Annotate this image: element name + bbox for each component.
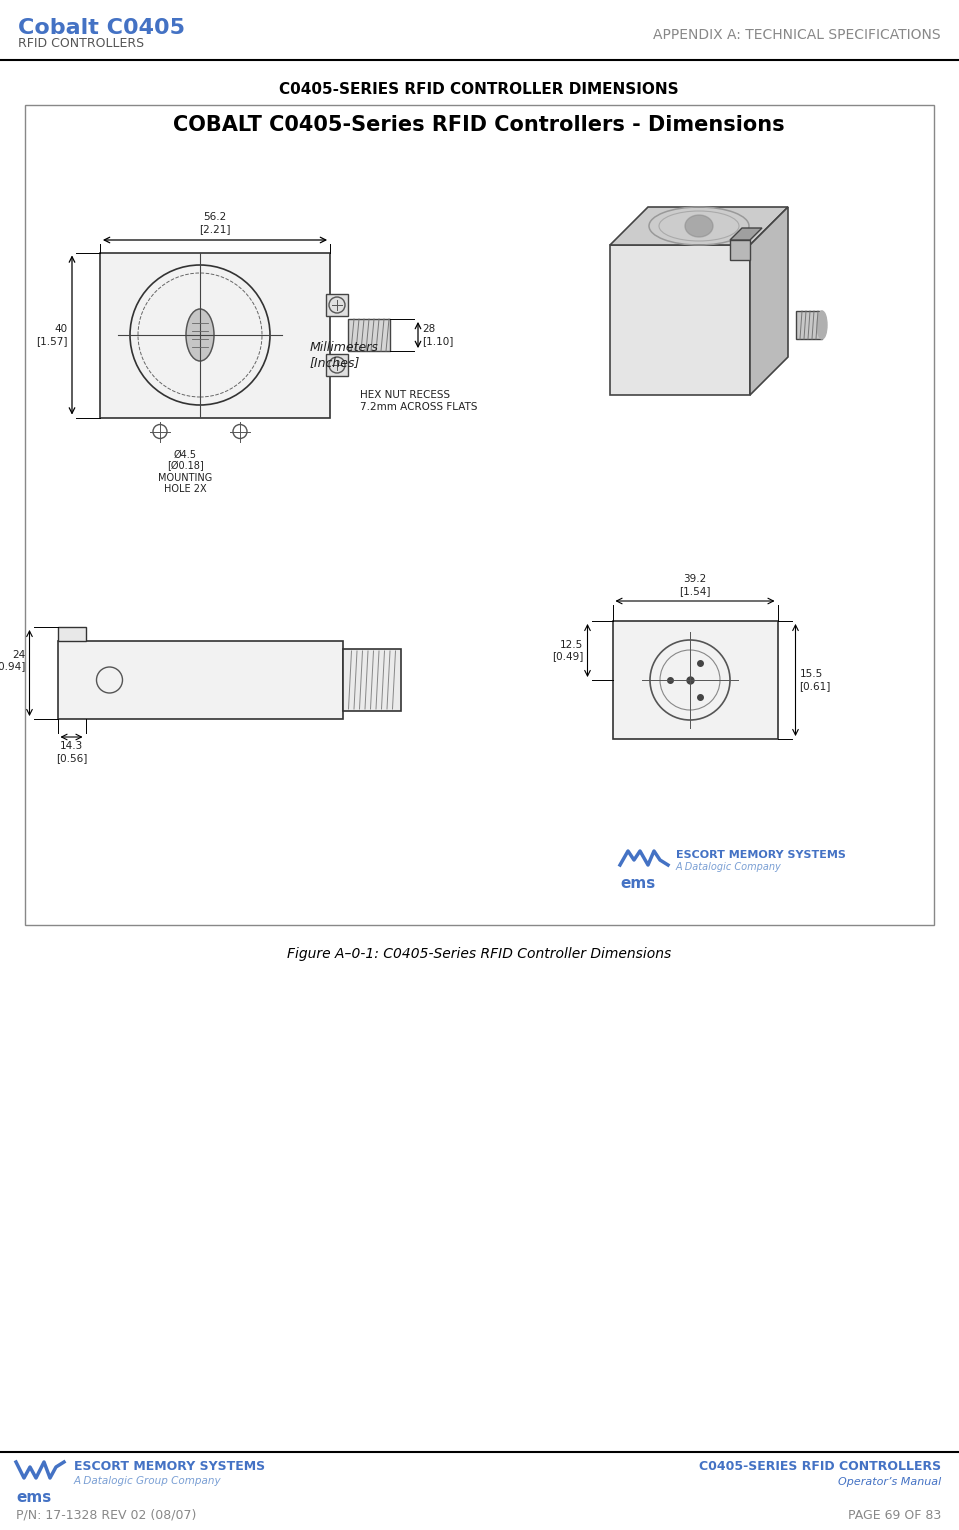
Bar: [326, 353, 348, 376]
Bar: [348, 318, 390, 350]
Text: PAGE 69 OF 83: PAGE 69 OF 83: [848, 1509, 941, 1522]
Bar: [613, 621, 778, 739]
Bar: [326, 294, 348, 317]
Text: Millimeters
[Inches]: Millimeters [Inches]: [310, 341, 379, 369]
Text: P/N: 17-1328 REV 02 (08/07): P/N: 17-1328 REV 02 (08/07): [16, 1509, 197, 1522]
Text: COBALT C0405-Series RFID Controllers - Dimensions: COBALT C0405-Series RFID Controllers - D…: [174, 115, 784, 135]
Text: HEX NUT RECESS
7.2mm ACROSS FLATS: HEX NUT RECESS 7.2mm ACROSS FLATS: [360, 390, 478, 412]
Text: Cobalt C0405: Cobalt C0405: [18, 18, 185, 38]
Text: ESCORT MEMORY SYSTEMS: ESCORT MEMORY SYSTEMS: [676, 851, 846, 860]
Ellipse shape: [817, 311, 827, 340]
Bar: [796, 311, 822, 340]
Text: ems: ems: [620, 875, 656, 890]
Text: Ø4.5
[Ø0.18]
MOUNTING
HOLE 2X: Ø4.5 [Ø0.18] MOUNTING HOLE 2X: [158, 450, 212, 494]
Bar: [25, 106, 934, 926]
Text: Figure A–0-1: C0405-Series RFID Controller Dimensions: Figure A–0-1: C0405-Series RFID Controll…: [287, 947, 671, 961]
Text: C0405-SERIES RFID CONTROLLER DIMENSIONS: C0405-SERIES RFID CONTROLLER DIMENSIONS: [279, 83, 679, 96]
Text: 14.3
[0.56]: 14.3 [0.56]: [56, 741, 87, 762]
Text: ESCORT MEMORY SYSTEMS: ESCORT MEMORY SYSTEMS: [74, 1461, 265, 1473]
Ellipse shape: [186, 309, 214, 361]
Bar: [58, 641, 342, 719]
Polygon shape: [610, 207, 788, 245]
Text: A Datalogic Group Company: A Datalogic Group Company: [74, 1476, 222, 1486]
Bar: [58, 627, 85, 641]
Text: 24
[0.94]: 24 [0.94]: [0, 650, 26, 672]
Text: 12.5
[0.49]: 12.5 [0.49]: [552, 640, 583, 661]
Text: Operator’s Manual: Operator’s Manual: [838, 1476, 941, 1487]
Text: RFID CONTROLLERS: RFID CONTROLLERS: [18, 37, 144, 50]
Text: 28
[1.10]: 28 [1.10]: [422, 324, 454, 346]
Polygon shape: [730, 228, 762, 240]
Bar: [730, 240, 750, 260]
Polygon shape: [750, 207, 788, 395]
Bar: [342, 649, 401, 711]
Text: ems: ems: [16, 1490, 52, 1506]
Text: A Datalogic Company: A Datalogic Company: [676, 861, 782, 872]
Text: 56.2
[2.21]: 56.2 [2.21]: [199, 213, 231, 234]
Text: APPENDIX A: TECHNICAL SPECIFICATIONS: APPENDIX A: TECHNICAL SPECIFICATIONS: [653, 28, 941, 41]
Text: 15.5
[0.61]: 15.5 [0.61]: [800, 669, 830, 692]
Text: C0405-SERIES RFID CONTROLLERS: C0405-SERIES RFID CONTROLLERS: [699, 1461, 941, 1473]
Text: 39.2
[1.54]: 39.2 [1.54]: [679, 574, 711, 597]
Text: 40
[1.57]: 40 [1.57]: [36, 324, 68, 346]
Bar: [100, 252, 330, 418]
Polygon shape: [610, 245, 750, 395]
Ellipse shape: [685, 216, 713, 237]
